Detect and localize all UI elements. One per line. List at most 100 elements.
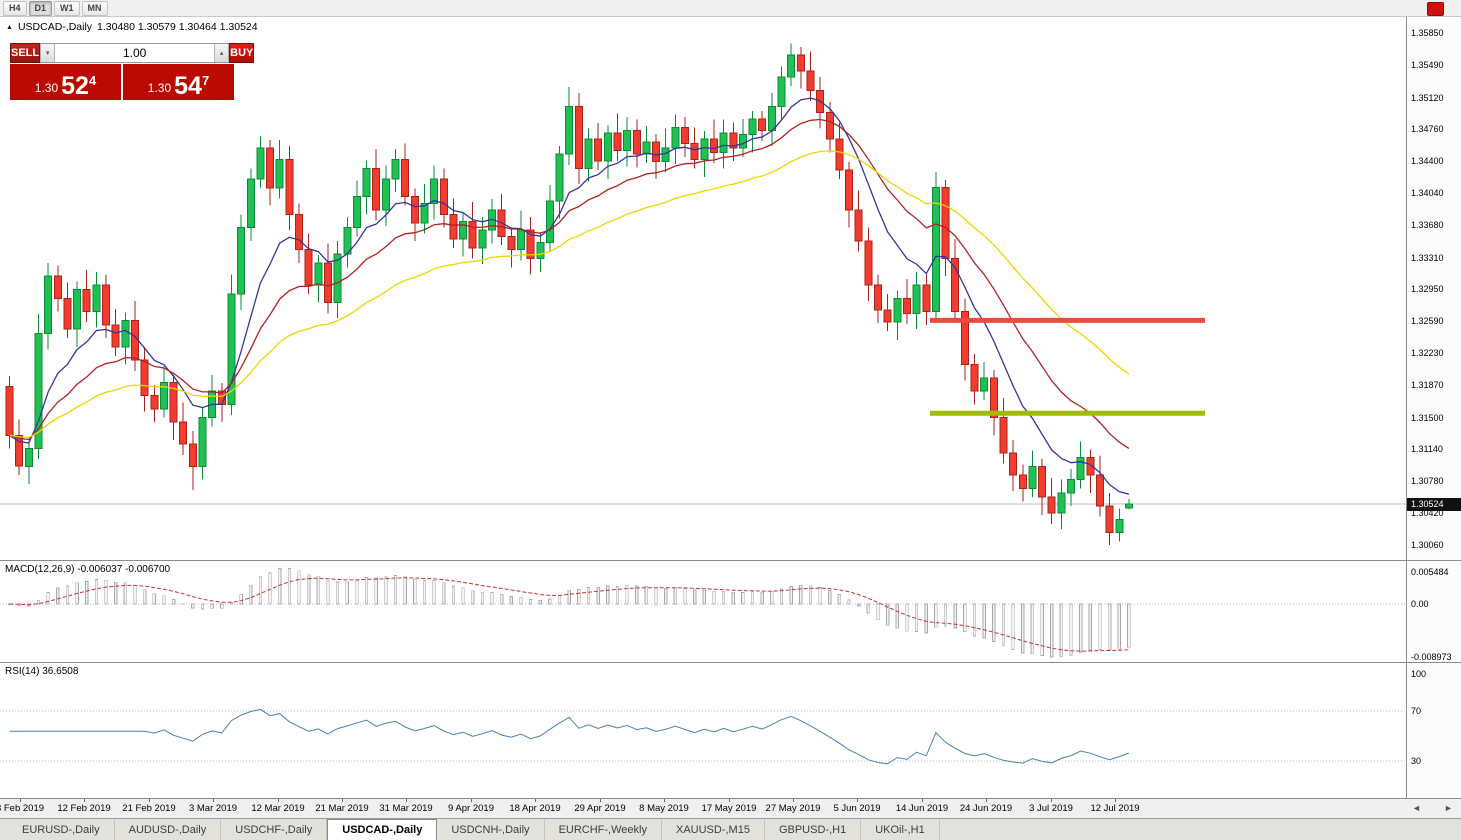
candle-body [63,297,72,330]
red-toolbar-icon[interactable] [1427,2,1444,16]
macd-canvas[interactable] [0,561,1406,662]
sell-price-big: 52 [61,71,89,100]
date-axis-label: 27 May 2019 [765,803,821,814]
macd-panel-divider[interactable] [0,560,1461,561]
candle-body [323,262,332,304]
candle-body [642,141,651,155]
chart-tab-audusd-daily[interactable]: AUDUSD-,Daily [115,819,222,840]
volume-input[interactable] [55,44,215,62]
candle-body [526,229,535,259]
candle-body [951,258,960,313]
candle-body [565,105,574,155]
date-axis-divider [0,798,1461,799]
timeframe-button-mn[interactable]: MN [81,0,108,16]
one-click-trading-panel: SELL ▾ ▴ BUY 1.30 52 4 1.30 54 7 [10,43,255,100]
scroll-left-arrow-icon[interactable]: ◄ [1412,803,1421,813]
sell-price-box[interactable]: 1.30 52 4 [10,64,121,100]
macd-label: MACD(12,26,9) -0.006037 -0.006700 [5,564,171,575]
rsi-label: RSI(14) 36.6508 [5,666,79,677]
macd-indicator-panel[interactable]: MACD(12,26,9) -0.006037 -0.006700 [0,561,1406,662]
candle-body [266,147,275,189]
rsi-axis-label: 70 [1411,706,1422,716]
volume-decrease-button[interactable]: ▾ [40,44,56,62]
buy-button[interactable]: BUY [229,43,255,63]
candle-body [246,178,255,228]
chart-tab-eurchf-weekly[interactable]: EURCHF-,Weekly [545,819,662,840]
candle-body [623,129,632,152]
price-axis-label: 1.35850 [1411,28,1444,38]
price-axis[interactable]: 1.35850 1.35490 1.35120 1.34760 1.34400 1.340… [1406,17,1461,798]
price-axis-label: 1.30780 [1411,476,1444,486]
main-chart-canvas[interactable] [0,17,1406,560]
candle-body [362,167,371,198]
chart-tab-gbpusd-h1[interactable]: GBPUSD-,H1 [765,819,862,840]
candle-body [1038,465,1046,498]
price-axis-label: 1.31500 [1411,413,1444,423]
fast-ma[interactable] [9,97,1130,495]
buy-price-big: 54 [174,71,202,100]
collapse-trade-panel-icon[interactable]: ▲ [6,23,13,31]
candle-body [767,105,776,131]
candle-body [159,381,168,410]
timeframe-button-d1[interactable]: D1 [28,0,53,16]
date-tick [149,799,150,802]
chart-tab-usdchf-daily[interactable]: USDCHF-,Daily [221,819,328,840]
candle-body [15,434,24,467]
price-axis-label: 1.31870 [1411,380,1444,390]
candle-body [931,187,940,312]
rsi-indicator-panel[interactable]: RSI(14) 36.6508 [0,663,1406,798]
rsi-panel-divider[interactable] [0,662,1461,663]
candle-body [960,311,969,366]
price-axis-label: 1.32230 [1411,348,1444,358]
date-axis[interactable]: ◄ ► 3 Feb 2019 12 Feb 2019 21 Feb 2019 3 Ma… [0,799,1461,818]
scroll-right-arrow-icon[interactable]: ► [1444,803,1453,813]
slow-ma[interactable] [9,150,1130,439]
sell-button[interactable]: SELL [10,43,41,63]
date-tick [922,799,923,802]
candle-body [352,196,361,229]
candle-body [854,209,863,242]
candle-body [188,443,197,467]
chart-header: ▲ USDCAD-,Daily 1.30480 1.30579 1.30464 … [6,21,258,33]
candle-body [430,178,439,205]
chart-tab-usdcnh-daily[interactable]: USDCNH-,Daily [437,819,545,840]
chart-tab-ukoil-h1[interactable]: UKOil-,H1 [861,819,940,840]
candle-body [1009,452,1018,476]
timeframe-button-w1[interactable]: W1 [54,0,80,16]
rsi-canvas[interactable] [0,663,1406,798]
date-axis-label: 12 Mar 2019 [251,803,305,814]
candle-body [555,153,564,202]
candle-body [295,213,303,251]
date-axis-label: 3 Jul 2019 [1029,803,1073,814]
candle-body [5,386,14,436]
timeframe-button-h4[interactable]: H4 [3,0,27,16]
candle-body [883,309,892,323]
chart-tab-eurusd-daily[interactable]: EURUSD-,Daily [8,819,115,840]
timeframe-button-group: H4 D1 W1 MN [3,0,108,16]
volume-increase-button[interactable]: ▴ [214,44,230,62]
price-axis-label: 1.35120 [1411,93,1444,103]
main-chart-panel[interactable]: ▲ USDCAD-,Daily 1.30480 1.30579 1.30464 … [0,17,1406,560]
candle-body [82,288,91,312]
candle-body [121,319,130,348]
candle-body [661,147,670,162]
medium-ma[interactable] [9,118,1130,449]
chart-tab-usdcad-daily[interactable]: USDCAD-,Daily [327,819,438,840]
buy-price-box[interactable]: 1.30 54 7 [123,64,234,100]
candle-body [729,132,738,149]
candle-body [150,395,159,410]
candle-body [574,105,583,169]
chart-symbol-title: USDCAD-,Daily [17,21,93,33]
date-tick [793,799,794,802]
candle-body [478,229,487,249]
rsi-line [9,708,1130,765]
date-axis-label: 12 Feb 2019 [57,803,111,814]
price-axis-label: 1.30420 [1411,508,1444,518]
price-axis-label: 1.34400 [1411,156,1444,166]
date-axis-label: 3 Mar 2019 [188,803,238,814]
date-tick [213,799,214,802]
candle-body [1086,457,1095,476]
candle-body [690,143,699,160]
chart-tab-xauusd-m15[interactable]: XAUUSD-,M15 [662,819,765,840]
